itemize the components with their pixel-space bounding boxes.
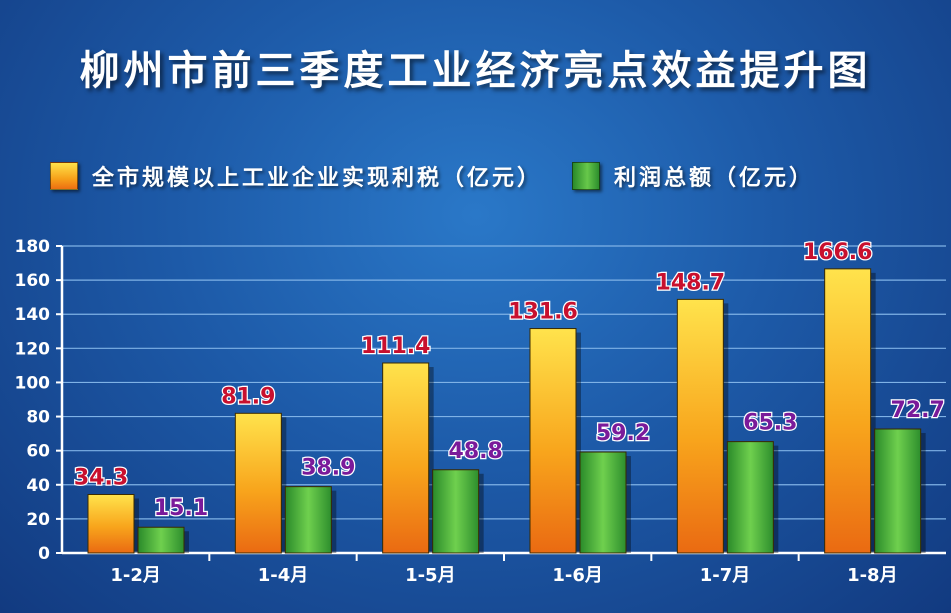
- bar-profit: [284, 486, 332, 554]
- legend-item-tax: 全市规模以上工业企业实现利税（亿元）: [50, 160, 542, 192]
- x-tick-label: 1-6月: [552, 565, 603, 586]
- x-tick-label: 1-8月: [847, 565, 898, 586]
- axes: 0 20 40 60 80 100 120 140 160 180 1-2月 1-4月 1-5月 1-6月…: [15, 237, 946, 586]
- y-tick-label: 40: [26, 476, 50, 496]
- data-label-profit: 15.1: [154, 496, 208, 521]
- data-label-tax: 81.9: [221, 384, 275, 409]
- bar-tax: [824, 268, 872, 554]
- y-tick-label: 0: [38, 544, 50, 564]
- x-tick-label: 1-2月: [110, 565, 161, 586]
- data-label-profit: 72.7: [891, 398, 945, 423]
- y-tick-label: 160: [15, 271, 51, 291]
- x-tick-label: 1-5月: [405, 565, 456, 586]
- legend-item-profit: 利润总额（亿元）: [572, 160, 814, 192]
- bar-tax: [234, 412, 282, 554]
- bar-profit: [726, 441, 774, 554]
- legend-label-profit: 利润总额（亿元）: [614, 166, 815, 191]
- data-label-tax: 131.6: [508, 300, 578, 325]
- x-tick-label: 1-7月: [700, 565, 751, 586]
- x-tick-label: 1-4月: [258, 565, 309, 586]
- data-label-tax: 34.3: [74, 465, 128, 490]
- data-label-profit: 59.2: [596, 421, 650, 446]
- y-tick-label: 20: [26, 510, 50, 530]
- chart-title: 柳州市前三季度工业经济亮点效益提升图: [79, 48, 872, 94]
- y-tick-label: 60: [26, 442, 50, 462]
- bar-tax: [529, 328, 577, 554]
- legend-swatch-orange: [50, 162, 78, 190]
- data-label-profit: 65.3: [743, 411, 797, 436]
- legend-label-tax: 全市规模以上工业企业实现利税（亿元）: [92, 166, 543, 191]
- bar-profit: [432, 469, 480, 554]
- y-tick-label: 140: [15, 305, 51, 325]
- bar-profit: [579, 451, 627, 554]
- bar-tax: [676, 298, 724, 554]
- data-label-tax: 166.6: [803, 240, 873, 265]
- data-label-tax: 111.4: [361, 334, 431, 359]
- y-tick-label: 80: [26, 408, 50, 428]
- y-tick-label: 120: [15, 339, 51, 359]
- y-tick-label: 180: [15, 237, 51, 257]
- bar-profit: [137, 526, 185, 554]
- data-label-profit: 48.8: [449, 439, 503, 464]
- legend-swatch-green: [572, 162, 601, 190]
- data-labels: 34.3 15.1 81.9 38.9 111.4 48.8 131.6 59.2 148.7 6…: [73, 239, 946, 523]
- bars: [87, 268, 926, 554]
- grid: [62, 245, 946, 520]
- y-tick-label: 100: [15, 373, 51, 393]
- bar-profit: [874, 428, 922, 554]
- bar-tax: [382, 362, 430, 554]
- data-label-profit: 38.9: [301, 456, 355, 481]
- bar-tax: [87, 493, 135, 554]
- data-label-tax: 148.7: [656, 270, 726, 295]
- legend: 全市规模以上工业企业实现利税（亿元） 利润总额（亿元）: [50, 160, 844, 192]
